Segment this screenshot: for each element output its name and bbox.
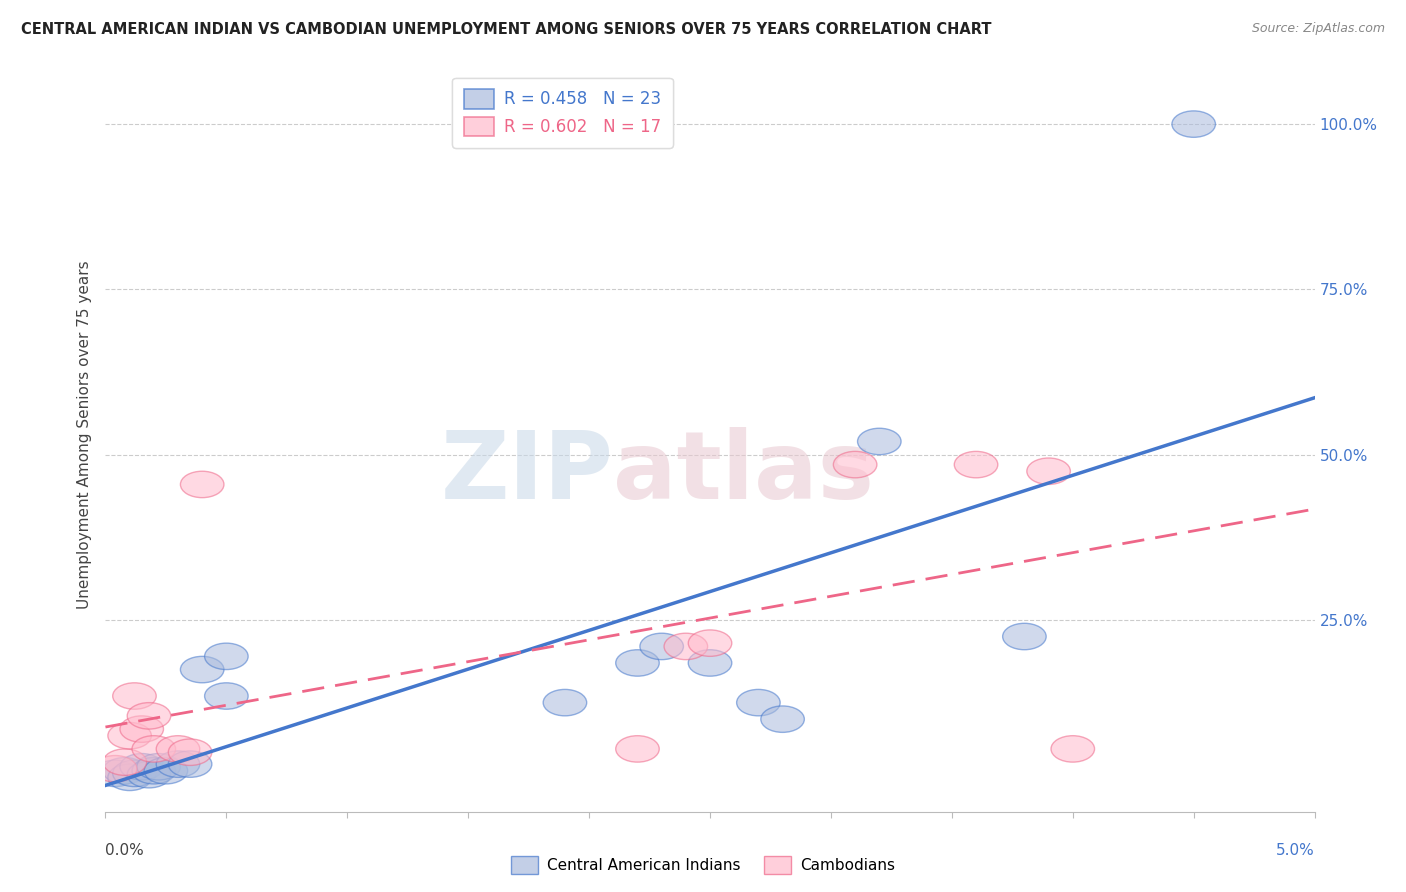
Ellipse shape [761,706,804,732]
Y-axis label: Unemployment Among Seniors over 75 years: Unemployment Among Seniors over 75 years [77,260,93,609]
Ellipse shape [127,703,170,729]
Ellipse shape [112,682,156,709]
Ellipse shape [1052,736,1094,762]
Ellipse shape [108,764,152,790]
Ellipse shape [180,657,224,682]
Ellipse shape [127,762,170,788]
Ellipse shape [145,757,187,784]
Ellipse shape [1026,458,1070,484]
Ellipse shape [1173,111,1215,137]
Ellipse shape [955,451,998,478]
Text: atlas: atlas [613,426,875,518]
Ellipse shape [180,471,224,498]
Text: ZIP: ZIP [440,426,613,518]
Ellipse shape [834,451,877,478]
Ellipse shape [205,643,247,670]
Text: 0.0%: 0.0% [105,843,145,858]
Ellipse shape [132,757,176,784]
Ellipse shape [169,739,212,765]
Ellipse shape [169,751,212,777]
Ellipse shape [120,754,163,780]
Ellipse shape [103,757,146,784]
Text: Source: ZipAtlas.com: Source: ZipAtlas.com [1251,22,1385,36]
Ellipse shape [132,736,176,762]
Ellipse shape [112,760,156,787]
Ellipse shape [1002,624,1046,649]
Ellipse shape [858,428,901,455]
Text: 5.0%: 5.0% [1275,843,1315,858]
Text: CENTRAL AMERICAN INDIAN VS CAMBODIAN UNEMPLOYMENT AMONG SENIORS OVER 75 YEARS CO: CENTRAL AMERICAN INDIAN VS CAMBODIAN UNE… [21,22,991,37]
Ellipse shape [543,690,586,716]
Ellipse shape [689,649,731,676]
Ellipse shape [136,754,180,780]
Ellipse shape [93,756,136,782]
Ellipse shape [120,716,163,742]
Ellipse shape [616,649,659,676]
Ellipse shape [664,633,707,660]
Ellipse shape [616,736,659,762]
Ellipse shape [205,682,247,709]
Legend: Central American Indians, Cambodians: Central American Indians, Cambodians [505,850,901,880]
Ellipse shape [689,630,731,657]
Legend: R = 0.458   N = 23, R = 0.602   N = 17: R = 0.458 N = 23, R = 0.602 N = 17 [453,78,673,148]
Ellipse shape [156,751,200,777]
Ellipse shape [640,633,683,660]
Ellipse shape [93,760,136,787]
Ellipse shape [737,690,780,716]
Ellipse shape [103,749,146,775]
Ellipse shape [108,723,152,749]
Ellipse shape [156,736,200,762]
